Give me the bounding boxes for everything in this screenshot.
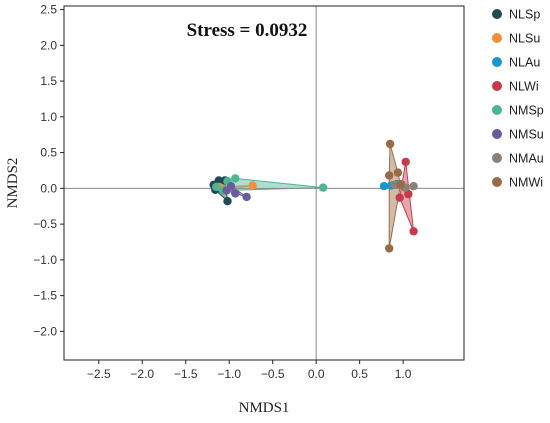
- y-tick-label: −0.5: [33, 217, 57, 231]
- x-tick-label: −2.0: [130, 367, 154, 381]
- point-nlsp: [223, 197, 232, 206]
- point-nmwi: [396, 180, 405, 189]
- legend: NLSp NLSu NLAu NLWi NMSp NMSu NMAu NMWi: [492, 8, 544, 190]
- point-nlsp: [214, 176, 223, 185]
- legend-marker-nlwi: [492, 81, 502, 91]
- point-nmwi: [385, 171, 394, 180]
- point-nmau: [390, 180, 399, 189]
- point-nlwi: [404, 189, 413, 199]
- legend-label-nmau: NMAu: [509, 152, 544, 166]
- point-nmsu: [226, 182, 236, 191]
- legend-label-nlsp: NLSp: [509, 8, 540, 22]
- y-axis: 2.5 2.0 1.5 1.0 0.5 0.0 −0.5 −1.0 −1.5 −2.0: [33, 3, 64, 338]
- legend-label-nmsp: NMSp: [509, 104, 544, 118]
- legend-label-nmwi: NMWi: [509, 176, 543, 190]
- zero-lines: [64, 6, 464, 360]
- x-tick-label: 0.0: [308, 367, 325, 381]
- y-tick-label: −1.0: [33, 253, 57, 267]
- point-nlsu: [248, 181, 257, 190]
- stress-annotation: Stress = 0.0932: [187, 20, 308, 41]
- point-nlwi: [409, 227, 418, 236]
- y-axis-title: NMDS2: [5, 158, 21, 209]
- y-tick-label: 0.0: [40, 181, 57, 195]
- point-nmwi: [393, 168, 403, 177]
- point-nlwi: [401, 157, 410, 167]
- y-tick-label: 0.5: [40, 146, 57, 160]
- legend-marker-nmsu: [492, 129, 502, 139]
- y-tick-label: −1.5: [33, 289, 57, 303]
- point-nlwi: [395, 193, 404, 202]
- point-nmsp: [318, 183, 328, 192]
- legend-marker-nmau: [492, 153, 502, 163]
- x-tick-label: −2.5: [87, 367, 111, 381]
- x-tick-label: −1.0: [217, 367, 241, 381]
- legend-marker-nlsu: [492, 33, 502, 43]
- legend-label-nlsu: NLSu: [509, 32, 540, 46]
- legend-marker-nlsp: [492, 9, 502, 19]
- point-nmwi: [385, 139, 395, 149]
- plot-frame: [63, 5, 465, 361]
- point-nlau: [379, 182, 389, 191]
- point-nmau: [409, 182, 418, 191]
- point-nmsp: [231, 174, 240, 183]
- legend-marker-nmwi: [492, 177, 502, 187]
- legend-label-nlwi: NLWi: [509, 80, 539, 94]
- x-tick-label: −0.5: [261, 367, 285, 381]
- legend-marker-nlau: [492, 57, 502, 67]
- legend-label-nlau: NLAu: [509, 56, 540, 70]
- x-tick-label: −1.5: [174, 367, 198, 381]
- y-tick-label: 2.0: [40, 38, 57, 52]
- point-nmsu: [231, 189, 240, 198]
- x-axis-title: NMDS1: [239, 400, 290, 416]
- point-nmsp: [212, 182, 221, 192]
- legend-marker-nmsp: [492, 105, 502, 115]
- y-tick-label: 2.5: [40, 3, 57, 17]
- y-tick-label: 1.5: [40, 74, 57, 88]
- legend-label-nmsu: NMSu: [509, 128, 544, 142]
- x-axis: −2.5 −2.0 −1.5 −1.0 −0.5 0.0 0.5 1.0: [87, 360, 412, 381]
- point-nmsu: [242, 192, 251, 202]
- y-tick-label: 1.0: [40, 110, 57, 124]
- point-nmwi: [385, 244, 394, 253]
- y-tick-label: −2.0: [33, 324, 57, 338]
- x-tick-label: 1.0: [395, 367, 412, 381]
- points-layer: [209, 139, 418, 253]
- x-tick-label: 0.5: [351, 367, 368, 381]
